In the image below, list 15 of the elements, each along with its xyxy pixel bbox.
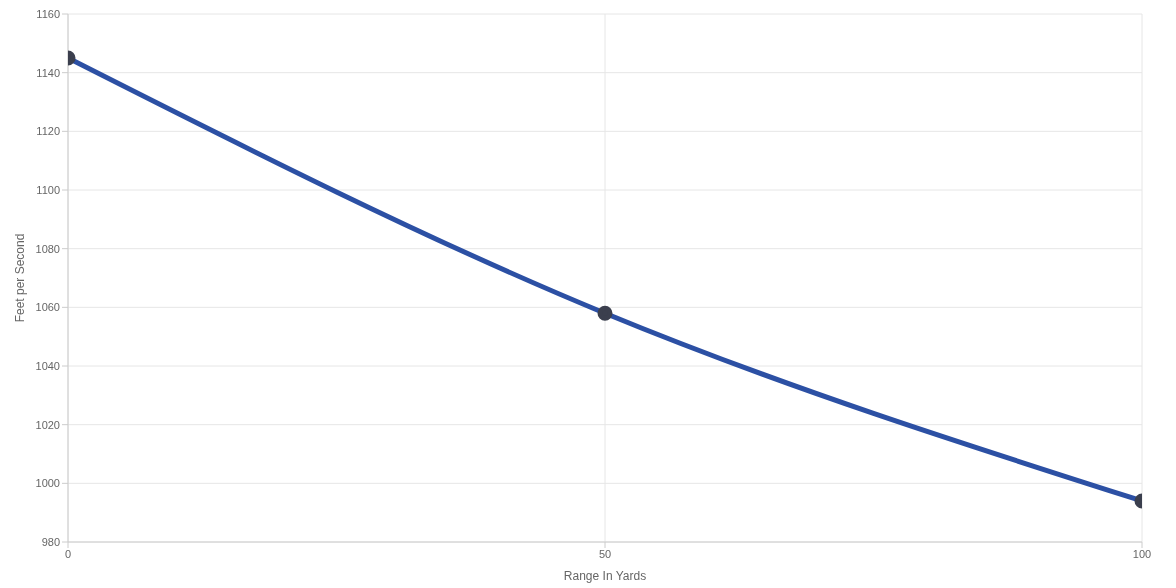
y-tick-label: 1160: [36, 7, 60, 20]
y-tick-label: 1060: [35, 301, 60, 314]
x-tick-label: 0: [64, 547, 72, 560]
x-tick-label: 50: [598, 547, 612, 560]
y-axis-title: Feet per Second: [13, 233, 28, 323]
x-tick-label: 100: [1132, 547, 1152, 560]
y-tick-label: 1120: [36, 125, 60, 138]
y-tick-label: 1000: [35, 477, 60, 490]
y-tick-label: 1040: [35, 359, 60, 372]
y-tick-label: 1140: [36, 66, 60, 79]
x-axis-title: Range In Yards: [563, 569, 647, 583]
y-tick-label: 980: [41, 535, 60, 548]
y-tick-label: 1100: [36, 183, 60, 196]
y-tick-label: 1020: [35, 418, 60, 431]
y-tick-label: 1080: [35, 242, 60, 255]
